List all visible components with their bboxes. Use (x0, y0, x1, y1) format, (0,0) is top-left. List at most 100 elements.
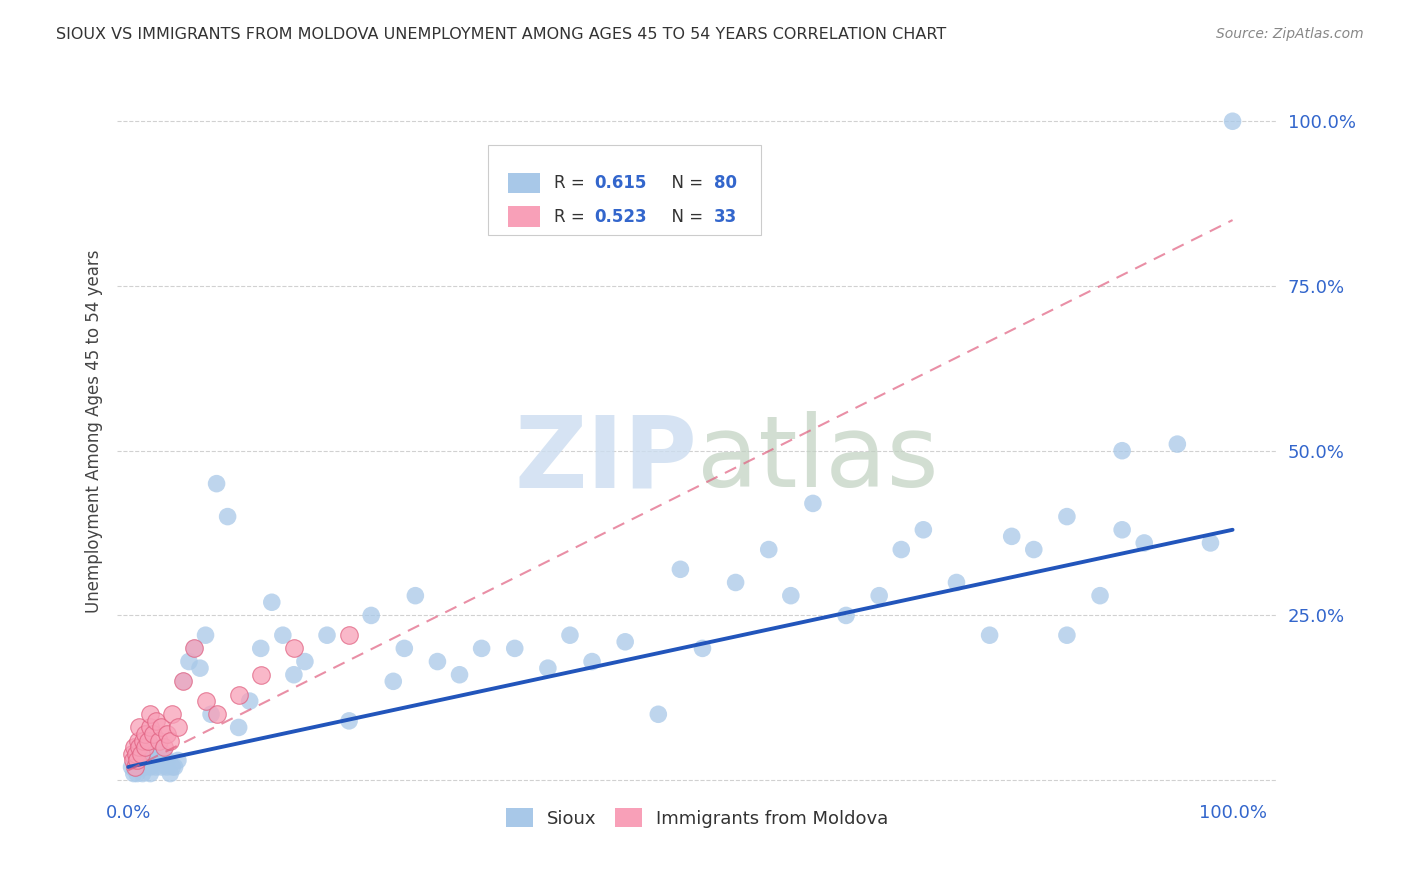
Point (337, 628, 360, 642)
Point (337, 714, 360, 728)
Point (779, 589, 801, 603)
Text: SIOUX VS IMMIGRANTS FROM MOLDOVA UNEMPLOYMENT AMONG AGES 45 TO 54 YEARS CORRELAT: SIOUX VS IMMIGRANTS FROM MOLDOVA UNEMPLO… (56, 27, 946, 42)
Point (1056, 509, 1078, 524)
Point (156, 760, 179, 774)
Point (128, 740, 150, 755)
Point (159, 766, 181, 780)
Point (868, 589, 890, 603)
FancyBboxPatch shape (508, 173, 540, 194)
Text: R =: R = (554, 208, 591, 226)
Point (890, 542, 912, 557)
Point (131, 747, 153, 761)
Point (125, 760, 148, 774)
Point (141, 727, 163, 741)
Point (194, 628, 217, 642)
Point (394, 641, 416, 656)
Point (945, 575, 967, 590)
Text: 0.615: 0.615 (593, 174, 647, 193)
Point (152, 740, 174, 755)
Point (801, 496, 824, 510)
Y-axis label: Unemployment Among Ages 45 to 54 years: Unemployment Among Ages 45 to 54 years (86, 249, 103, 613)
Text: R =: R = (554, 174, 591, 193)
Point (1088, 589, 1111, 603)
Point (145, 760, 167, 774)
Text: 0.523: 0.523 (593, 208, 647, 226)
Point (249, 641, 271, 656)
Point (283, 667, 305, 681)
Point (449, 667, 471, 681)
Point (1001, 529, 1024, 543)
Point (139, 766, 162, 780)
Point (183, 641, 205, 656)
Point (1166, 437, 1188, 451)
FancyBboxPatch shape (508, 206, 540, 227)
Point (121, 753, 143, 767)
Point (134, 740, 156, 755)
Point (128, 740, 150, 755)
Point (141, 753, 163, 767)
Point (148, 733, 170, 747)
Point (128, 721, 150, 735)
Point (979, 628, 1001, 642)
Point (228, 721, 250, 735)
Point (669, 562, 692, 576)
Point (239, 694, 262, 708)
Point (404, 589, 426, 603)
Text: N =: N = (661, 208, 709, 226)
Point (194, 694, 217, 708)
Point (228, 688, 250, 702)
Point (121, 760, 143, 774)
Point (148, 753, 170, 767)
Point (360, 608, 382, 623)
Point (156, 753, 179, 767)
Text: 80: 80 (714, 174, 737, 193)
Point (131, 733, 153, 747)
Point (156, 727, 179, 741)
Point (125, 753, 148, 767)
Point (692, 641, 714, 656)
Point (912, 523, 935, 537)
Point (614, 634, 637, 648)
Point (271, 628, 294, 642)
Point (835, 608, 858, 623)
Point (150, 760, 173, 774)
Point (162, 760, 184, 774)
Point (163, 760, 186, 774)
Point (200, 707, 222, 722)
Point (1222, 114, 1244, 128)
Point (471, 641, 494, 656)
Point (159, 733, 181, 747)
Point (1133, 536, 1156, 550)
Point (131, 766, 153, 780)
Point (382, 674, 405, 689)
Text: ZIP: ZIP (515, 411, 697, 508)
Text: 33: 33 (714, 208, 738, 226)
Point (122, 766, 145, 780)
Point (139, 721, 162, 735)
Point (172, 674, 194, 689)
Point (124, 760, 146, 774)
Point (167, 721, 190, 735)
Point (283, 641, 305, 656)
Point (205, 707, 228, 722)
Point (724, 575, 747, 590)
Point (139, 707, 162, 722)
Text: N =: N = (661, 174, 709, 193)
Point (172, 674, 194, 689)
Point (121, 747, 143, 761)
Point (217, 509, 239, 524)
Point (294, 655, 316, 669)
Point (131, 760, 153, 774)
Point (134, 753, 156, 767)
Point (1199, 536, 1222, 550)
Point (260, 595, 283, 609)
Point (205, 476, 228, 491)
Point (122, 740, 145, 755)
Point (145, 714, 167, 728)
Point (125, 747, 148, 761)
Point (124, 753, 146, 767)
Text: atlas: atlas (697, 411, 939, 508)
Point (183, 641, 205, 656)
Point (139, 760, 162, 774)
Point (127, 733, 149, 747)
